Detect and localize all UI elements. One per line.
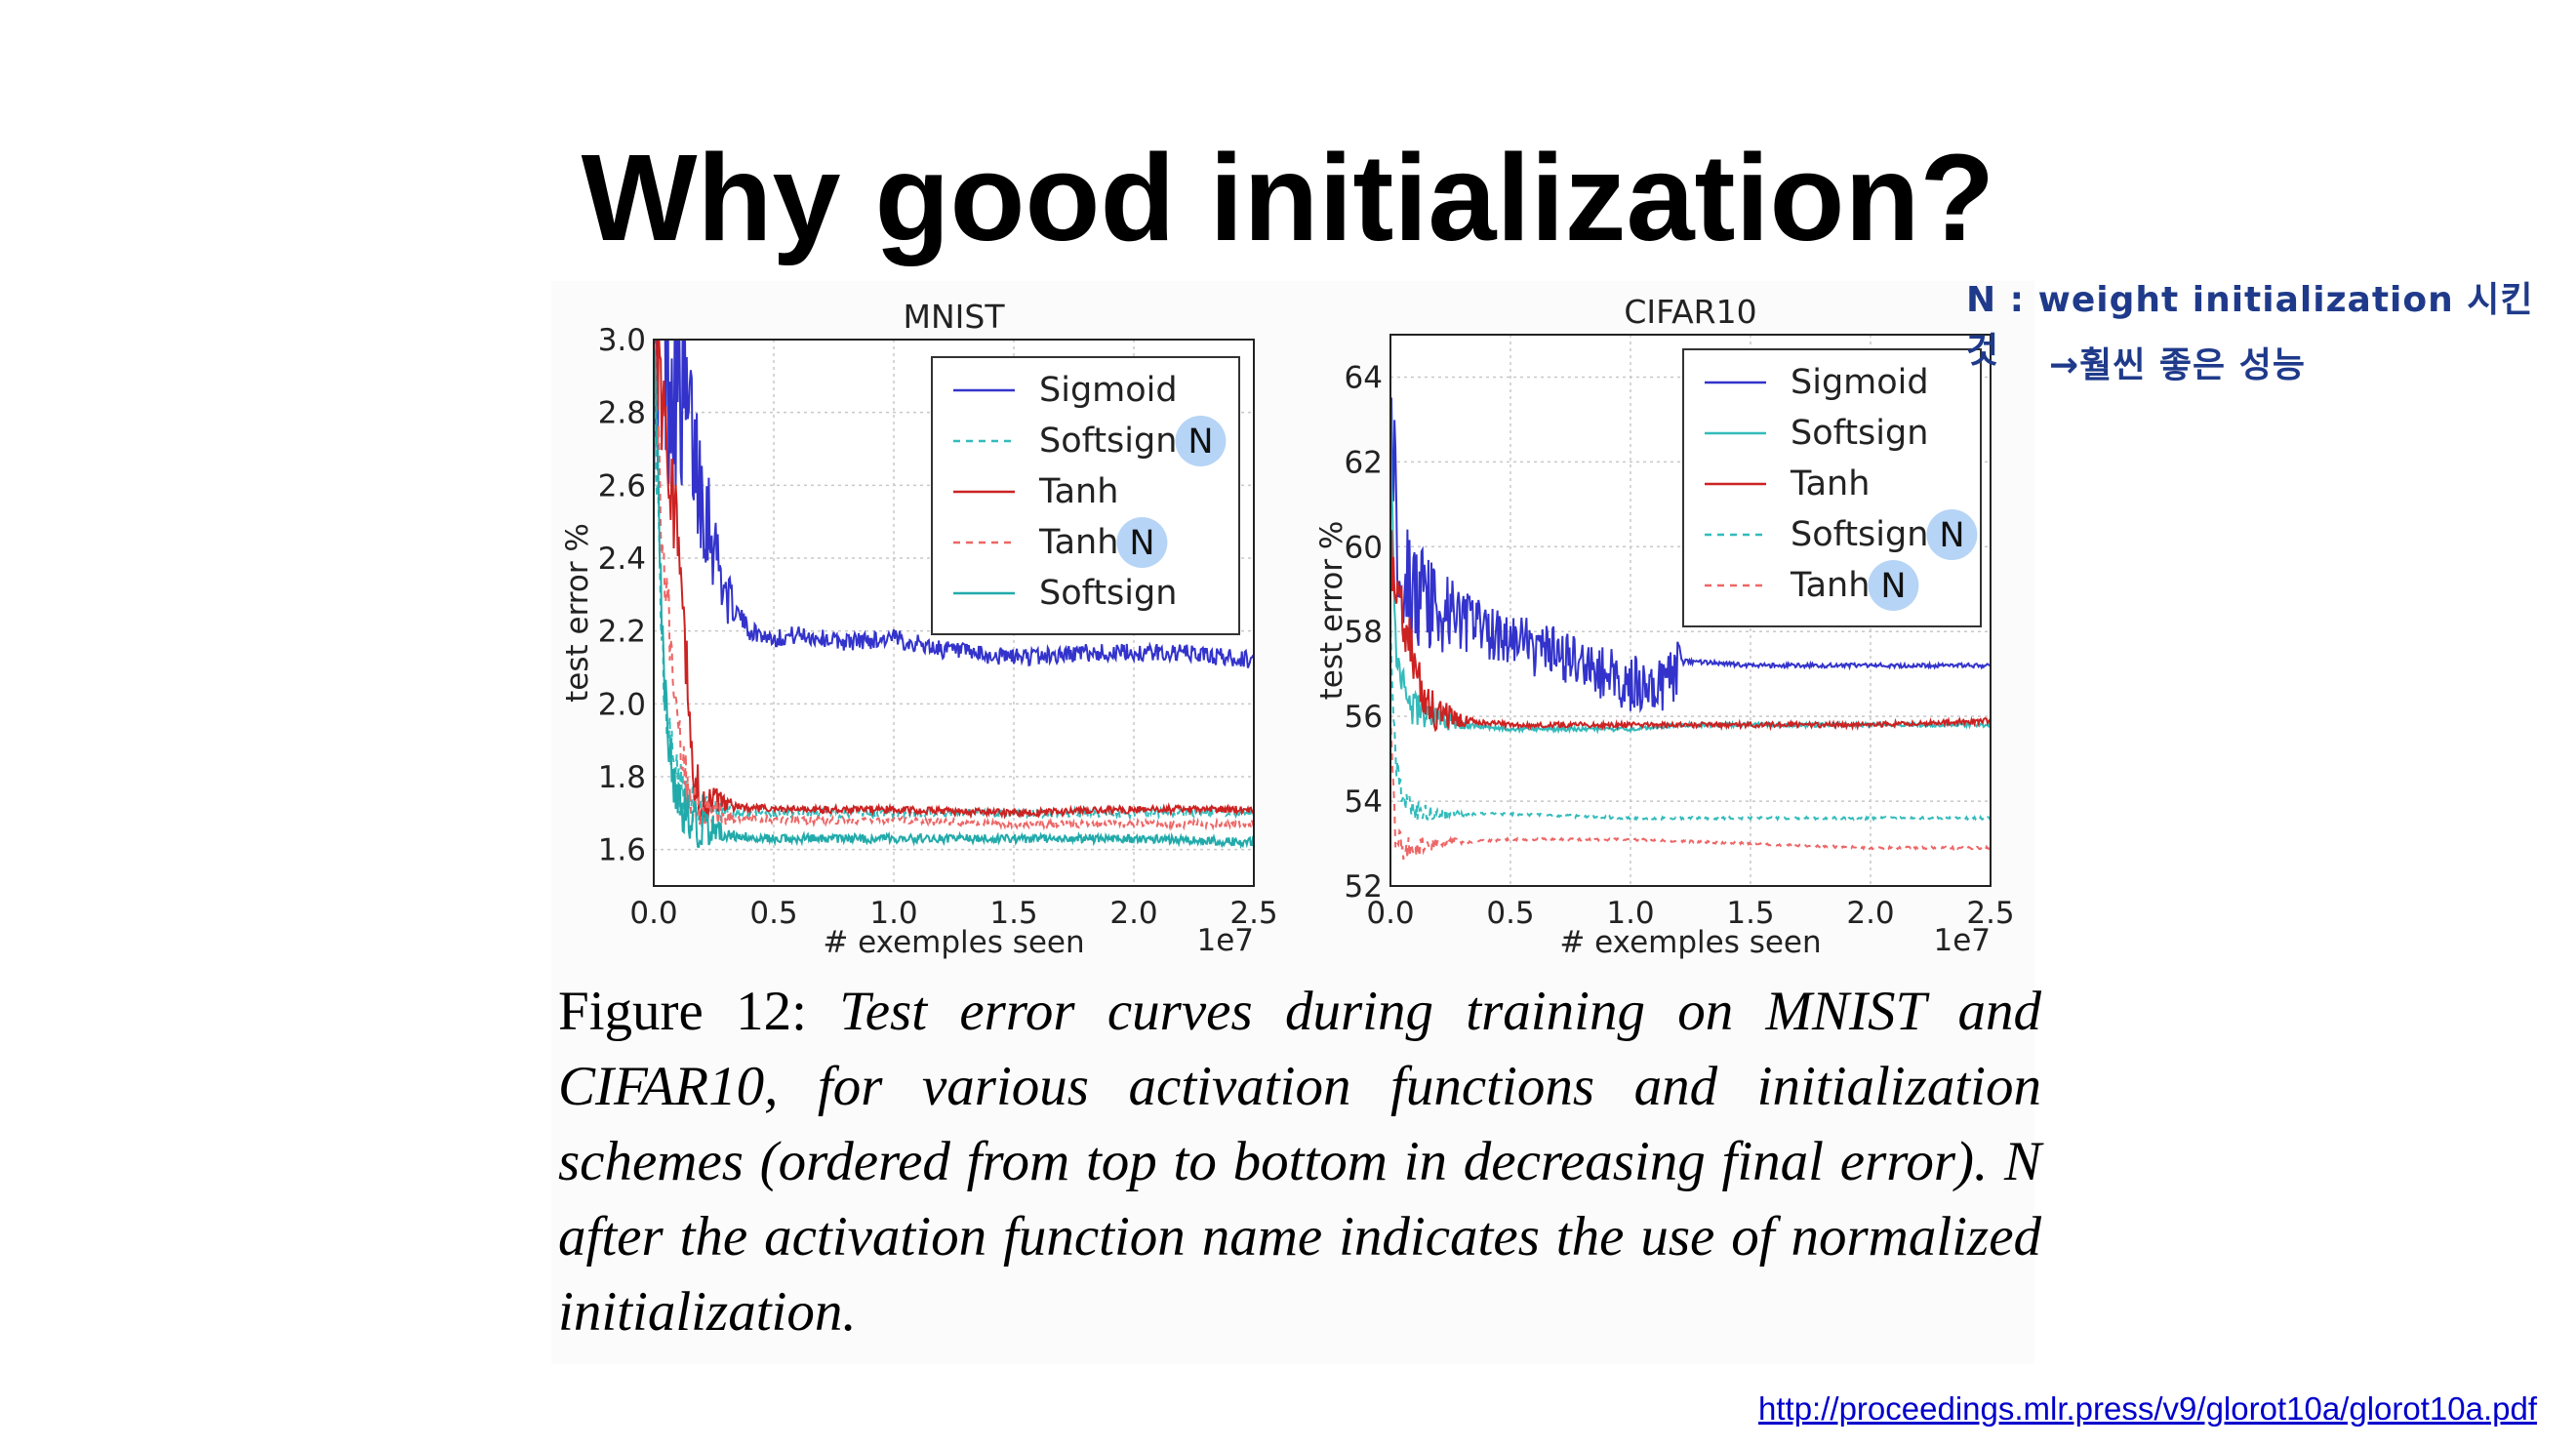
reference-link[interactable]: http://proceedings.mlr.press/v9/glorot10… <box>1758 1390 2537 1427</box>
chart-title: CIFAR10 <box>1624 293 1756 331</box>
series-line-softsign <box>654 350 1254 850</box>
legend-label: Tanh <box>1790 464 1870 503</box>
legend-label: Sigmoid <box>1039 371 1178 410</box>
y-tick-label: 56 <box>1345 700 1383 735</box>
x-axis-multiplier: 1e7 <box>1933 923 1991 958</box>
x-axis-label: # exemples seen <box>1559 925 1821 960</box>
x-tick-label: 1.5 <box>1726 896 1774 931</box>
handwritten-note-line2: →훨씬 좋은 성능 <box>2049 345 2306 385</box>
legend-label: Softsign <box>1039 422 1177 461</box>
x-tick-label: 1.5 <box>989 896 1037 931</box>
figure-caption: Figure 12: Test error curves during trai… <box>558 974 2041 1349</box>
y-tick-label: 1.6 <box>598 833 646 868</box>
y-tick-label: 54 <box>1345 785 1383 820</box>
y-tick-label: 3.0 <box>598 323 646 358</box>
caption-label: Figure 12: <box>558 981 807 1042</box>
x-tick-label: 0.0 <box>629 896 677 931</box>
y-axis-label: test error % <box>560 523 595 703</box>
series-line-sigmoid <box>1390 397 1991 713</box>
x-tick-label: 2.5 <box>1966 896 2014 931</box>
legend-label: Sigmoid <box>1791 363 1929 402</box>
y-tick-label: 2.2 <box>598 615 646 650</box>
y-tick-label: 62 <box>1345 445 1383 480</box>
chart-title: MNIST <box>904 298 1006 336</box>
series-line-tanh-n <box>1390 714 1991 861</box>
series-line-sigmoid <box>654 340 1254 668</box>
handwritten-note-line1: N : weight initialization 시킨 것 <box>1966 280 2534 371</box>
y-tick-label: 52 <box>1345 869 1383 905</box>
series-line-softsign-n <box>1390 618 1991 823</box>
x-tick-label: 2.0 <box>1109 896 1157 931</box>
series-line-tanh <box>1390 530 1991 733</box>
x-tick-label: 0.5 <box>1486 896 1534 931</box>
legend-marker: N <box>1129 524 1154 563</box>
legend-label: Tanh <box>1790 566 1870 605</box>
y-axis-label: test error % <box>1314 521 1349 701</box>
normalized-highlight <box>1175 416 1227 466</box>
legend-label: Softsign <box>1039 574 1177 613</box>
mnist-chart: 0.0 0.5 1.0 1.5 2.0 2.5 1.6 1.8 2.0 2.2 2.4 2.6 2.8 3… <box>560 298 1278 960</box>
legend-marker: N <box>1880 567 1906 606</box>
legend-label: Tanh <box>1038 472 1118 511</box>
normalized-highlight <box>1868 560 1919 611</box>
x-axis-label: # exemples seen <box>823 925 1084 960</box>
normalized-highlight <box>1116 517 1168 568</box>
caption-text: Test error curves during training on MNI… <box>558 981 2041 1343</box>
plot-frame <box>653 339 1255 887</box>
y-tick-label: 1.8 <box>598 760 646 795</box>
figure-panel: 0.0 0.5 1.0 1.5 2.0 2.5 1.6 1.8 2.0 2.2 2.4 2.6 2.8 3… <box>551 281 2034 1364</box>
legend-label: Softsign <box>1791 414 1928 453</box>
legend-label: Softsign <box>1791 515 1928 554</box>
slide-title: Why good initialization? <box>581 129 1995 266</box>
series-line-tanh <box>655 340 1254 824</box>
x-tick-label: 1.0 <box>1606 896 1654 931</box>
x-tick-label: 1.0 <box>869 896 917 931</box>
y-tick-label: 58 <box>1345 615 1383 650</box>
legend-marker: N <box>1187 423 1213 462</box>
x-axis-multiplier: 1e7 <box>1196 923 1254 958</box>
cifar10-chart: 0.0 0.5 1.0 1.5 2.0 2.5 52 54 56 58 60 62 64 CIFAR10 #… <box>1314 293 2015 960</box>
series-line-tanh-n <box>654 342 1254 831</box>
y-tick-label: 60 <box>1345 530 1383 565</box>
y-tick-label: 2.8 <box>598 396 646 431</box>
x-tick-label: 2.0 <box>1846 896 1894 931</box>
y-tick-label: 2.4 <box>598 542 646 577</box>
y-tick-label: 64 <box>1345 360 1383 395</box>
x-tick-label: 0.5 <box>749 896 797 931</box>
x-tick-label: 2.5 <box>1229 896 1277 931</box>
normalized-highlight <box>1926 509 1978 560</box>
y-tick-label: 2.0 <box>598 687 646 722</box>
legend-box <box>931 356 1240 635</box>
legend-label: Tanh <box>1038 523 1118 562</box>
legend-box <box>1682 348 1982 627</box>
legend-marker: N <box>1939 516 1964 555</box>
x-tick-label: 0.0 <box>1366 896 1414 931</box>
plot-frame <box>1389 334 1992 887</box>
y-tick-label: 2.6 <box>598 468 646 503</box>
